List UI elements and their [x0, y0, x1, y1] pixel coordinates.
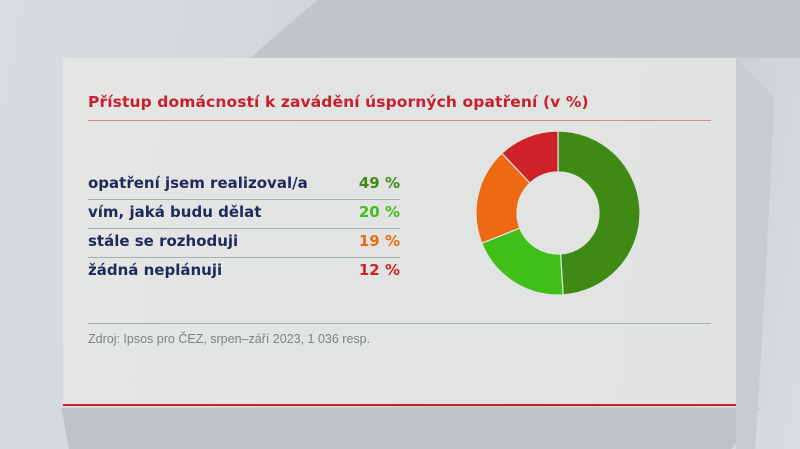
legend-row: žádná neplánuji 12 %: [88, 258, 400, 287]
title-divider: [88, 120, 711, 121]
donut-segment: [557, 130, 641, 296]
legend-row: opatření jsem realizoval/a 49 %: [88, 171, 400, 200]
source-note: Zdroj: Ipsos pro ČEZ, srpen–září 2023, 1…: [88, 332, 371, 346]
legend-value: 20 %: [358, 203, 400, 221]
legend-value: 49 %: [358, 174, 400, 192]
legend-row: vím, jaká budu dělat 20 %: [88, 200, 400, 229]
background-map-shape: [736, 58, 775, 449]
background-map-shape: [250, 0, 800, 58]
legend-row: stále se rozhoduji 19 %: [88, 229, 400, 258]
background-map-shape: [61, 408, 760, 449]
legend: opatření jsem realizoval/a 49 % vím, jak…: [88, 171, 400, 287]
chart-panel: Přístup domácností k zavádění úsporných …: [63, 58, 736, 406]
legend-value: 19 %: [358, 232, 400, 250]
chart-title: Přístup domácností k zavádění úsporných …: [88, 93, 589, 111]
source-divider: [88, 323, 711, 324]
legend-label: vím, jaká budu dělat: [88, 203, 262, 221]
donut-segment: [501, 130, 559, 184]
legend-value: 12 %: [358, 261, 400, 279]
donut-chart: [475, 130, 641, 296]
legend-label: stále se rozhoduji: [88, 232, 239, 250]
legend-label: žádná neplánuji: [88, 261, 223, 279]
legend-label: opatření jsem realizoval/a: [88, 174, 308, 192]
